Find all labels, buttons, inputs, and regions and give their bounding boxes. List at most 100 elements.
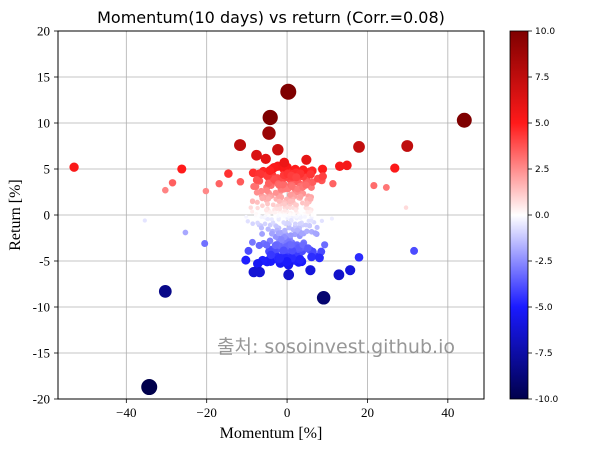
cloud-point: [286, 221, 291, 226]
cloud-point: [298, 215, 303, 220]
data-point: [335, 161, 345, 171]
cloud-point: [282, 213, 287, 218]
data-point: [401, 140, 414, 152]
y-tick-label: -20: [33, 392, 50, 407]
cloud-point: [254, 212, 258, 216]
cloud-point: [248, 238, 256, 246]
cloud-point: [256, 170, 265, 179]
cloud-point: [315, 253, 324, 263]
cloud-point: [297, 221, 303, 226]
cloud-point: [287, 212, 292, 217]
cloud-point: [265, 201, 271, 207]
data-points: [69, 83, 472, 396]
cloud-point: [249, 198, 256, 204]
data-point: [141, 379, 158, 396]
cloud-point: [304, 200, 310, 206]
cloud-point: [288, 218, 294, 223]
cloud-point: [293, 202, 298, 207]
cloud-point: [321, 241, 329, 249]
data-point: [260, 153, 271, 165]
cloud-point: [268, 210, 273, 215]
cloud-point: [282, 227, 288, 234]
data-point: [283, 269, 295, 281]
colorbar-ticks: 10.0 7.5 5.0 2.5 0.0 -2.5 -5.0 -7.5 -10.0: [528, 27, 559, 405]
y-axis-ticks: -20 -15 -10 -5 0 5 10 15 20: [33, 24, 58, 407]
cloud-point: [268, 230, 275, 237]
cloud-point: [253, 189, 261, 196]
data-point: [370, 182, 378, 190]
cloud-point: [294, 227, 301, 233]
cloud-point: [310, 212, 315, 217]
data-point: [158, 284, 172, 298]
cloud-point: [307, 222, 313, 228]
cloud-point: [309, 218, 314, 223]
cloud-point: [277, 206, 282, 211]
cloud-point: [248, 205, 254, 210]
cloud-point: [259, 195, 265, 202]
colorbar-tick-label: -7.5: [535, 349, 553, 359]
cloud-point: [312, 230, 319, 236]
cloud-point: [236, 177, 245, 186]
data-point: [253, 259, 263, 269]
cloud-point: [255, 241, 263, 250]
colorbar-tick-label: 2.5: [535, 165, 549, 175]
cloud-point: [265, 166, 275, 175]
cloud-point: [265, 226, 271, 232]
cloud-point: [254, 199, 260, 205]
cloud-point: [263, 214, 267, 219]
data-point: [410, 246, 419, 255]
cloud-point: [307, 252, 316, 262]
colorbar: [509, 30, 529, 400]
cloud-point: [281, 220, 286, 225]
data-point: [292, 173, 301, 182]
data-point: [201, 240, 209, 248]
cloud-point: [302, 181, 310, 189]
data-point: [250, 182, 258, 190]
colorbar-tick-label: -5.0: [535, 303, 553, 313]
cloud-point: [282, 208, 288, 213]
cloud-point: [263, 208, 269, 213]
data-point: [215, 180, 223, 188]
cloud-point: [297, 193, 304, 200]
cloud-point: [287, 232, 294, 239]
chart-title: Momentum(10 days) vs return (Corr.=0.08): [97, 8, 445, 27]
cloud-point: [278, 236, 285, 243]
cloud-point: [307, 196, 313, 202]
cloud-point: [259, 231, 266, 237]
data-point: [342, 160, 352, 171]
y-tick-label: -10: [33, 300, 50, 315]
y-tick-label: 10: [37, 116, 50, 131]
y-axis-label: Return [%]: [7, 179, 24, 251]
data-point: [345, 265, 356, 276]
cloud-point: [329, 216, 334, 221]
data-point: [177, 164, 187, 174]
data-point: [182, 229, 189, 236]
y-tick-label: 15: [37, 70, 50, 85]
source-watermark: 출처: sosoinvest.github.io: [217, 336, 455, 358]
data-point: [279, 157, 290, 168]
cloud-point: [245, 219, 250, 224]
cloud-point: [279, 213, 283, 218]
cloud-point: [264, 179, 273, 187]
data-point: [162, 186, 169, 194]
cloud-point: [265, 217, 271, 222]
cloud-point: [288, 183, 296, 191]
cloud-point: [276, 198, 282, 204]
x-tick-label: −40: [116, 405, 136, 420]
cloud-point: [262, 221, 268, 227]
data-point: [301, 154, 312, 165]
data-point: [329, 180, 337, 188]
cloud-point: [270, 220, 276, 225]
data-point: [168, 179, 177, 187]
cloud-point: [271, 241, 279, 250]
cloud-point: [282, 256, 292, 267]
data-point: [333, 269, 345, 281]
cloud-point: [260, 203, 265, 209]
data-point: [251, 149, 262, 161]
colorbar-tick-label: -2.5: [535, 257, 553, 267]
cloud-point: [279, 246, 288, 255]
point-cloud: [236, 161, 334, 270]
cloud-point: [276, 214, 281, 218]
data-point: [69, 162, 79, 172]
